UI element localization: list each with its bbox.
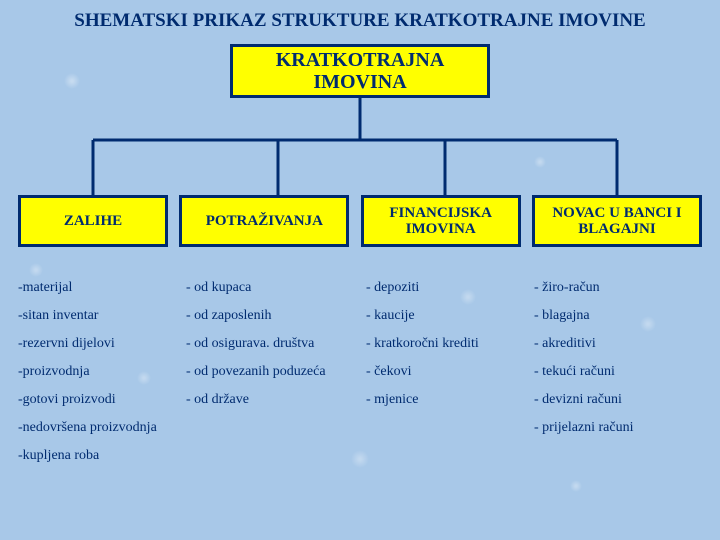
list-item: - od povezanih poduzeća bbox=[186, 364, 366, 380]
root-node: KRATKOTRAJNA IMOVINA bbox=[230, 44, 490, 98]
items-col-novac: - žiro-račun - blagajna - akreditivi - t… bbox=[534, 280, 702, 476]
list-item: -rezervni dijelovi bbox=[18, 336, 186, 352]
list-item: - kratkoročni krediti bbox=[366, 336, 534, 352]
list-item: - prijelazni računi bbox=[534, 420, 702, 436]
items-col-potrazivanja: - od kupaca - od zaposlenih - od osigura… bbox=[186, 280, 366, 476]
list-item: -proizvodnja bbox=[18, 364, 186, 380]
items-area: -materijal -sitan inventar -rezervni dij… bbox=[0, 280, 720, 476]
list-item: - žiro-račun bbox=[534, 280, 702, 296]
category-box-potrazivanja: POTRAŽIVANJA bbox=[179, 195, 349, 247]
items-col-zalihe: -materijal -sitan inventar -rezervni dij… bbox=[18, 280, 186, 476]
list-item: - mjenice bbox=[366, 392, 534, 408]
list-item: -nedovršena proizvodnja bbox=[18, 420, 186, 436]
list-item: - depoziti bbox=[366, 280, 534, 296]
list-item: - kaucije bbox=[366, 308, 534, 324]
category-box-financijska: FINANCIJSKA IMOVINA bbox=[361, 195, 521, 247]
list-item: -materijal bbox=[18, 280, 186, 296]
category-row: ZALIHE POTRAŽIVANJA FINANCIJSKA IMOVINA … bbox=[0, 195, 720, 247]
list-item: - tekući računi bbox=[534, 364, 702, 380]
items-col-financijska: - depoziti - kaucije - kratkoročni kredi… bbox=[366, 280, 534, 476]
list-item: - akreditivi bbox=[534, 336, 702, 352]
list-item: - čekovi bbox=[366, 364, 534, 380]
list-item: - od kupaca bbox=[186, 280, 366, 296]
category-box-novac: NOVAC U BANCI I BLAGAJNI bbox=[532, 195, 702, 247]
page-title: SHEMATSKI PRIKAZ STRUKTURE KRATKOTRAJNE … bbox=[0, 0, 720, 32]
list-item: - od države bbox=[186, 392, 366, 408]
list-item: - blagajna bbox=[534, 308, 702, 324]
list-item: - od osigurava. društva bbox=[186, 336, 366, 352]
list-item: - devizni računi bbox=[534, 392, 702, 408]
list-item: - od zaposlenih bbox=[186, 308, 366, 324]
list-item: -sitan inventar bbox=[18, 308, 186, 324]
list-item: -gotovi proizvodi bbox=[18, 392, 186, 408]
category-box-zalihe: ZALIHE bbox=[18, 195, 168, 247]
list-item: -kupljena roba bbox=[18, 448, 186, 464]
